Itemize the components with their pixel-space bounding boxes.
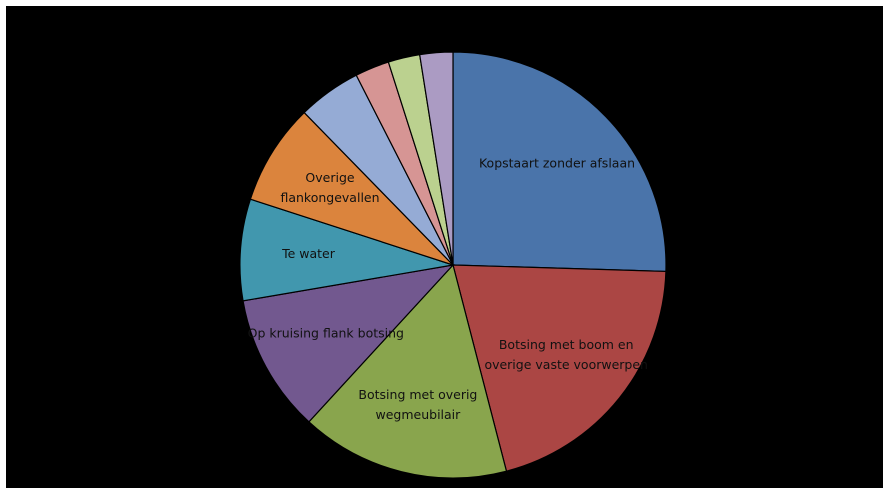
slice-label-6: flankongevallen	[280, 190, 379, 205]
slice-label-2: overige vaste voorwerpen	[484, 357, 648, 372]
slice-label-3: Botsing met overig	[358, 387, 477, 402]
pie-slice-5	[239, 198, 454, 302]
pie-slice-1	[452, 51, 667, 273]
chart-area: Kopstaart zonder afslaan Botsing met boom…	[6, 6, 883, 488]
slice-label-4: Op kruising flank botsing	[248, 326, 404, 341]
slice-label-6: Overige	[305, 170, 354, 185]
pie-slice-2	[452, 264, 667, 472]
slices-layer	[239, 51, 667, 479]
slice-label-5: Te water	[281, 246, 336, 261]
slice-label-1: Kopstaart zonder afslaan	[479, 156, 635, 171]
slice-label-3: wegmeubilair	[376, 407, 462, 422]
pie-slice-3	[308, 263, 508, 479]
labels-layer: Kopstaart zonder afslaan Botsing met boom…	[248, 156, 648, 422]
pie-chart: Kopstaart zonder afslaan Botsing met boom…	[239, 51, 667, 479]
pie-slice-10	[418, 51, 454, 266]
pie-slice-6	[249, 111, 454, 266]
slice-label-2: Botsing met boom en	[499, 337, 634, 352]
pie-slice-4	[242, 264, 455, 423]
